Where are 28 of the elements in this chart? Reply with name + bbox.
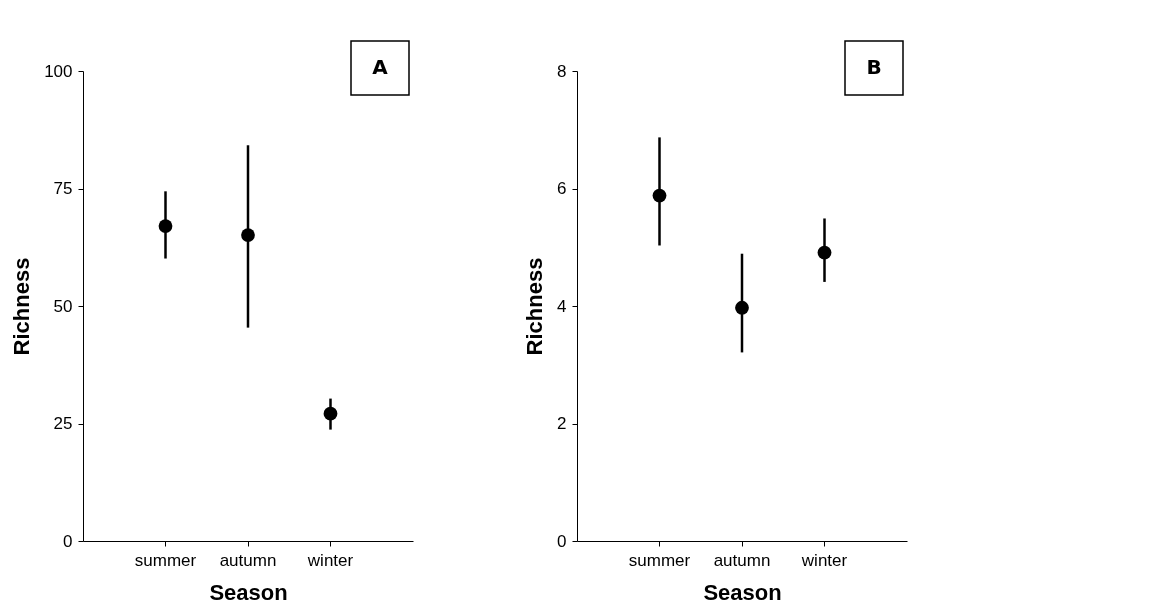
y-tick-label: 50 — [53, 296, 73, 316]
x-tick-label: autumn — [219, 550, 277, 570]
y-tick-label: 0 — [63, 531, 73, 551]
x-tick-label: winter — [800, 550, 848, 570]
y-tick-label: 100 — [44, 61, 73, 81]
y-axis-title: Richness — [9, 257, 35, 356]
x-axis-title: Season — [209, 579, 288, 605]
x-axis-title: Season — [703, 579, 782, 605]
point — [652, 188, 667, 203]
x-tick-label: summer — [628, 550, 691, 570]
point — [241, 228, 255, 242]
y-tick-label: 75 — [53, 179, 73, 198]
x-tick-label: summer — [134, 550, 197, 570]
y-tick-label: 0 — [557, 531, 567, 551]
x-tick-label: autumn — [713, 550, 771, 570]
x-tick-label: winter — [306, 550, 354, 570]
y-tick-label: 6 — [557, 179, 567, 198]
y-tick-label: 25 — [53, 414, 73, 433]
y-axis-title: Richness — [522, 257, 548, 356]
y-tick-label: 4 — [557, 296, 567, 316]
point — [817, 245, 832, 260]
annotation: A — [372, 55, 389, 79]
point — [735, 300, 749, 315]
y-tick-label: 2 — [557, 414, 567, 433]
y-tick-label: 8 — [557, 61, 567, 81]
annotation: B — [866, 55, 882, 79]
point — [158, 219, 173, 233]
point — [323, 406, 338, 421]
